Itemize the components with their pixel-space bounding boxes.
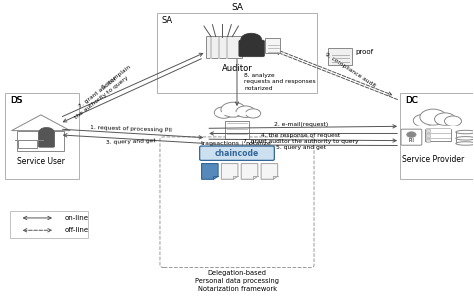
Ellipse shape — [456, 130, 474, 134]
Text: off-line: off-line — [64, 227, 89, 233]
Text: 3. query and get: 3. query and get — [106, 138, 155, 145]
Circle shape — [236, 106, 255, 118]
Text: DC: DC — [405, 96, 417, 105]
Polygon shape — [221, 163, 238, 179]
Circle shape — [214, 107, 233, 118]
Text: 9. compliance audit: 9. compliance audit — [324, 52, 377, 89]
Text: chaincode: chaincode — [215, 149, 259, 158]
Circle shape — [435, 113, 456, 126]
FancyBboxPatch shape — [426, 129, 430, 132]
FancyBboxPatch shape — [18, 140, 37, 148]
Circle shape — [407, 132, 416, 137]
FancyBboxPatch shape — [265, 38, 281, 53]
FancyBboxPatch shape — [401, 129, 422, 145]
Polygon shape — [241, 163, 258, 179]
Circle shape — [39, 128, 54, 137]
FancyBboxPatch shape — [426, 139, 430, 142]
Circle shape — [221, 102, 246, 117]
Text: 7. grant auditor the authority to query: 7. grant auditor the authority to query — [243, 139, 358, 144]
Text: Delegation-based
Personal data processing
Notarization framework: Delegation-based Personal data processin… — [195, 269, 279, 292]
FancyBboxPatch shape — [200, 146, 274, 160]
Text: 8. analyze
requests and responses
notarized: 8. analyze requests and responses notari… — [244, 73, 316, 91]
Polygon shape — [201, 163, 218, 179]
Circle shape — [445, 116, 462, 126]
FancyBboxPatch shape — [426, 134, 430, 137]
FancyBboxPatch shape — [225, 120, 249, 139]
Text: on-line: on-line — [64, 215, 89, 221]
FancyBboxPatch shape — [239, 40, 264, 57]
Text: Auditor: Auditor — [222, 64, 252, 73]
Text: 2. e-mail(request): 2. e-mail(request) — [273, 122, 328, 127]
Text: transactions: transactions — [201, 141, 240, 147]
Text: Service User: Service User — [17, 157, 65, 166]
Circle shape — [413, 114, 434, 127]
Text: 1. request of processing PII: 1. request of processing PII — [90, 125, 172, 133]
Text: DC: DC — [405, 96, 418, 105]
Text: 7. grant auditor
the authority to query: 7. grant auditor the authority to query — [70, 70, 129, 120]
Text: SA: SA — [161, 16, 173, 25]
Text: notarize: notarize — [246, 141, 271, 147]
Text: 6. complain: 6. complain — [101, 65, 132, 90]
FancyBboxPatch shape — [328, 48, 352, 65]
Text: DS: DS — [10, 96, 23, 105]
Ellipse shape — [456, 142, 474, 145]
Text: PII: PII — [409, 139, 414, 143]
Circle shape — [246, 109, 261, 118]
Polygon shape — [261, 163, 278, 179]
Ellipse shape — [456, 137, 474, 140]
FancyBboxPatch shape — [425, 126, 451, 141]
Text: proof: proof — [355, 49, 374, 55]
Text: DS: DS — [10, 96, 22, 105]
FancyBboxPatch shape — [456, 132, 474, 137]
Text: SA: SA — [231, 3, 243, 12]
Text: 5. query and get: 5. query and get — [276, 145, 326, 150]
Circle shape — [241, 33, 262, 46]
FancyBboxPatch shape — [38, 132, 55, 147]
Circle shape — [420, 109, 447, 125]
FancyBboxPatch shape — [456, 138, 474, 144]
Text: 4. the response of request: 4. the response of request — [261, 133, 340, 138]
FancyBboxPatch shape — [206, 36, 242, 57]
Text: Service Provider: Service Provider — [402, 155, 464, 164]
